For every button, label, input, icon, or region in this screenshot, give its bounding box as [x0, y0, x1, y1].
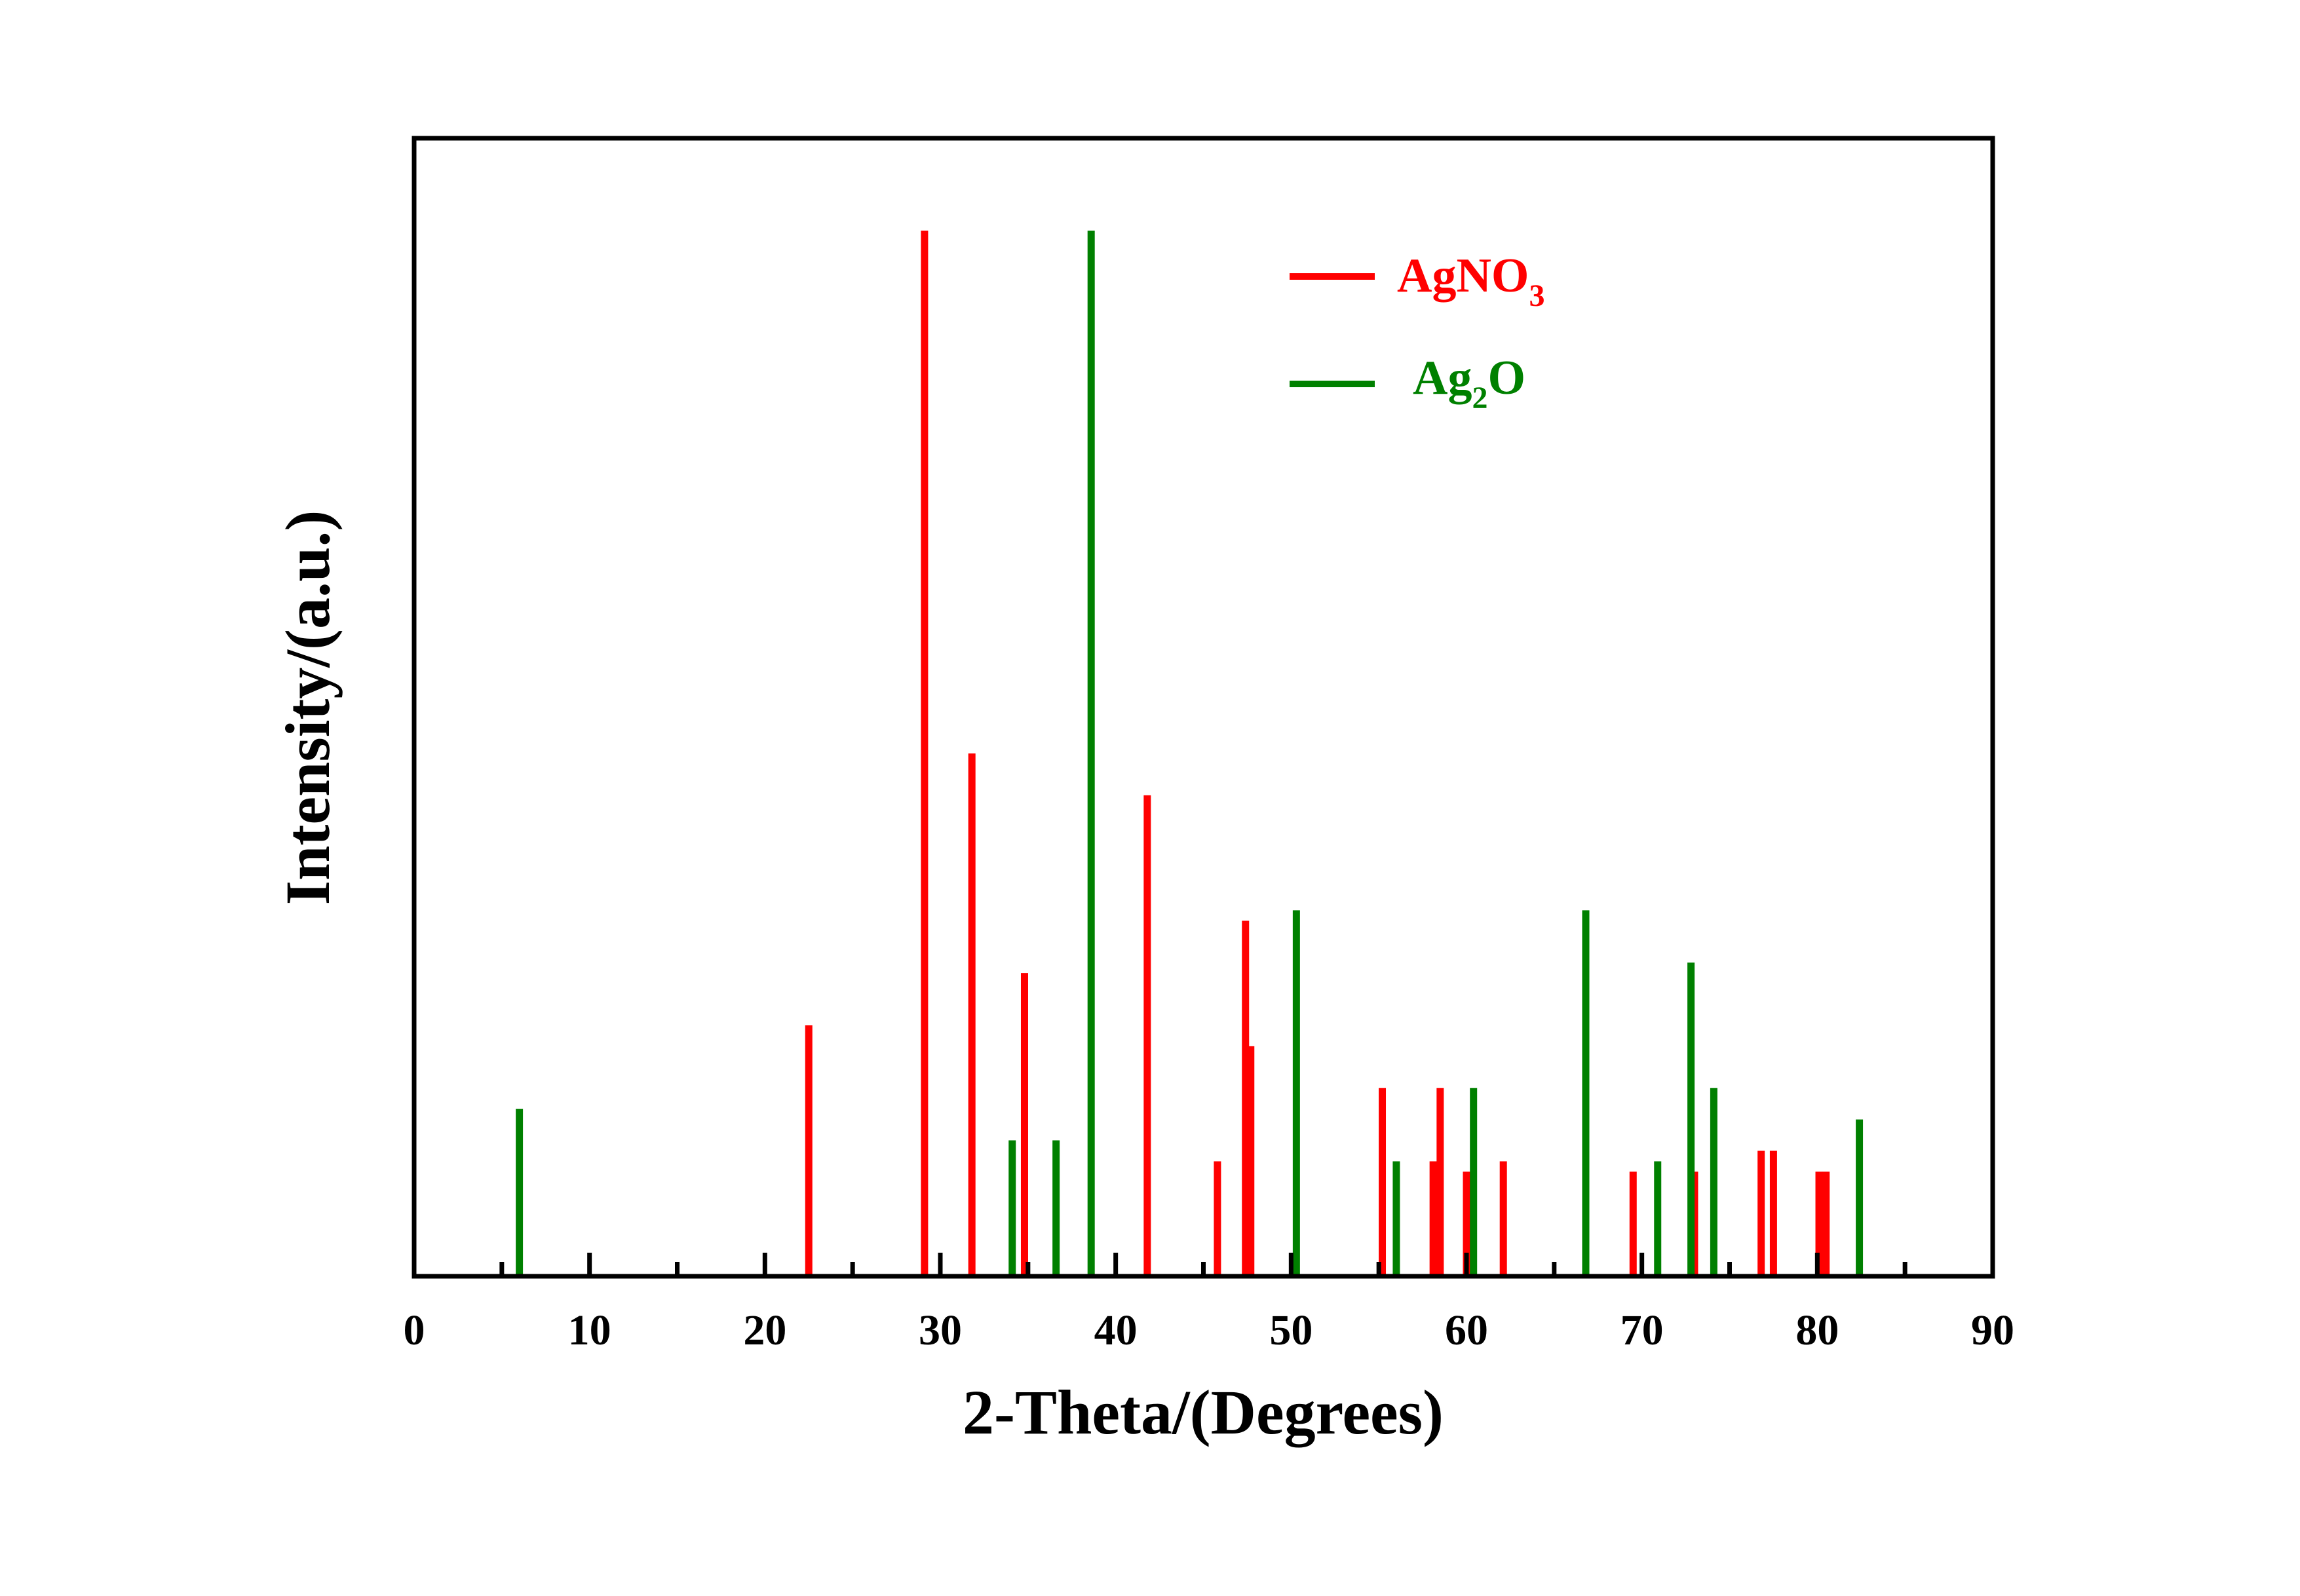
bars-layer: [516, 231, 1864, 1276]
legend-label-agno3: AgNO3: [1397, 249, 1544, 313]
x-tick-label-60: 60: [1445, 1306, 1488, 1354]
legend-text-subscript: 3: [1529, 278, 1544, 313]
x-tick-labels: 0 10 20 30 40 50 60 70 80 90: [404, 1306, 2015, 1354]
legend-label-ag2o: Ag2O: [1413, 351, 1525, 415]
legend-text-base: Ag: [1413, 351, 1472, 405]
x-tick-label-30: 30: [919, 1306, 962, 1354]
x-tick-label-0: 0: [404, 1306, 425, 1354]
legend-text-post: O: [1487, 351, 1525, 405]
y-axis-title: Intensity/(a.u.): [273, 510, 343, 905]
x-tick-label-40: 40: [1094, 1306, 1138, 1354]
legend: AgNO3 Ag2O: [1290, 249, 1544, 415]
x-axis-title: 2-Theta/(Degrees): [963, 1377, 1444, 1447]
legend-text-subscript: 2: [1472, 381, 1487, 415]
legend-text-base: AgNO: [1397, 249, 1529, 303]
minor-ticks-layer: [499, 1253, 1907, 1276]
x-tick-label-70: 70: [1620, 1306, 1664, 1354]
x-tick-label-90: 90: [1971, 1306, 2014, 1354]
x-tick-label-80: 80: [1795, 1306, 1839, 1354]
plot-frame: [412, 136, 1995, 1279]
x-tick-label-50: 50: [1269, 1306, 1313, 1354]
x-tick-label-20: 20: [743, 1306, 786, 1354]
x-tick-label-10: 10: [568, 1306, 611, 1354]
